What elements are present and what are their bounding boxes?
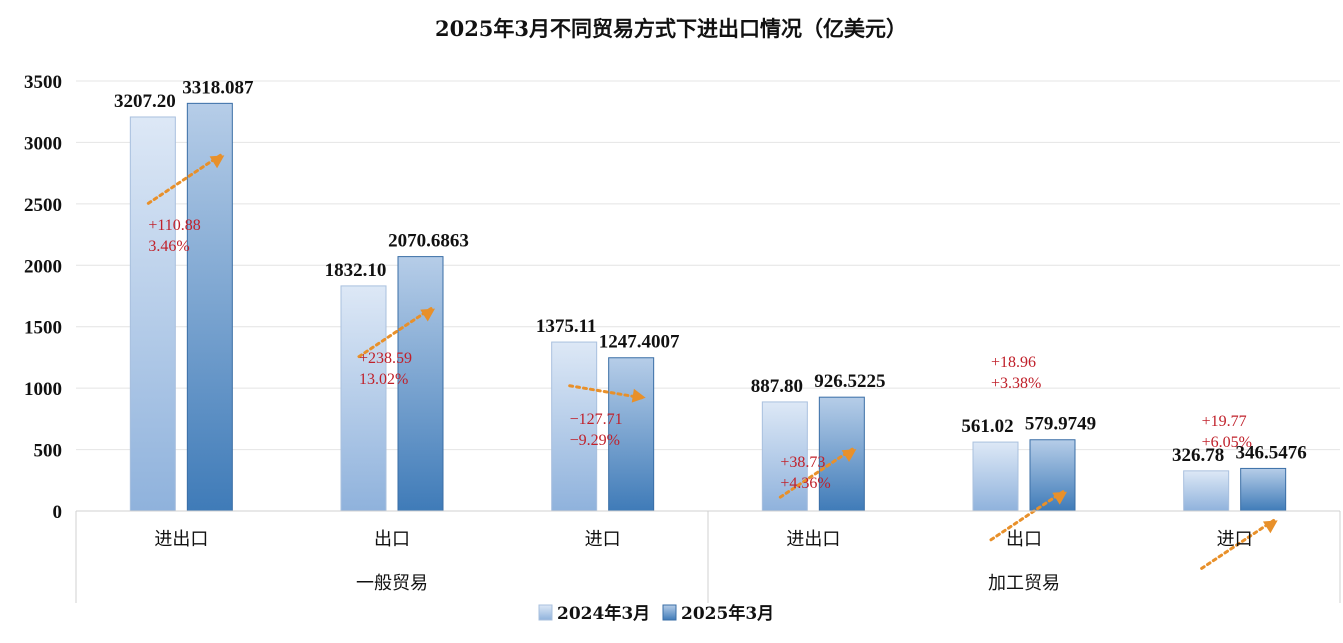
data-label-2025: 579.9749 (1025, 414, 1096, 435)
bar-2025 (608, 357, 655, 512)
change-percent: +6.05% (1202, 434, 1252, 451)
grid (76, 80, 1340, 451)
trend-arrow-line (357, 307, 433, 359)
data-label-2025: 2070.6863 (388, 231, 469, 252)
x-tick-label: 出口 (1006, 529, 1042, 550)
data-label-2025: 346.5476 (1236, 442, 1307, 463)
change-percent: 13.02% (359, 371, 408, 388)
bar-2025 (186, 102, 233, 512)
x-tick-label: 出口 (374, 529, 410, 550)
trend-arrow-head (1262, 520, 1278, 534)
bars (129, 102, 1287, 512)
change-value: +18.96 (991, 354, 1036, 371)
trend-arrow-line (989, 490, 1065, 542)
y-tick-label: 1000 (24, 379, 62, 400)
trend-arrow-line (778, 447, 854, 499)
bar-2025 (1240, 467, 1287, 512)
data-label-2024: 887.80 (751, 376, 803, 397)
trend-arrow-line (146, 153, 222, 205)
bar-2024 (972, 441, 1019, 512)
data-label-2024: 1375.11 (536, 316, 597, 337)
trend-arrow-head (631, 388, 646, 403)
bar-2025 (818, 396, 865, 512)
change-value: −127.71 (570, 411, 623, 428)
legend-swatch-2024 (538, 604, 553, 621)
trend-arrows (146, 153, 1278, 570)
data-label-2024: 561.02 (961, 416, 1013, 437)
legend-swatch-2025 (662, 604, 677, 621)
bar-2024 (551, 341, 598, 512)
y-tick-label: 2500 (24, 195, 62, 216)
y-tick-label: 1500 (24, 318, 62, 339)
change-value: +38.73 (780, 454, 825, 471)
y-axis: 0 500 1000 1500 2000 2500 3000 3500 (24, 72, 62, 523)
change-percent: +3.38% (991, 375, 1041, 392)
y-tick-label: 500 (34, 441, 63, 462)
change-value: +238.59 (359, 350, 412, 367)
change-percent: +4.36% (780, 475, 830, 492)
bar-2024 (129, 116, 176, 512)
chart-title: 2025年3月不同贸易方式下进出口情况（亿美元） (435, 16, 907, 41)
trend-arrow-head (420, 308, 435, 322)
trend-arrow-head (1052, 491, 1067, 505)
legend: 2024年3月 2025年3月 (538, 603, 774, 624)
y-tick-label: 3500 (24, 72, 62, 93)
y-tick-label: 2000 (24, 256, 62, 277)
data-label-2024: 3207.20 (114, 91, 176, 112)
trend-arrow-line (568, 384, 644, 400)
bar-2024 (1183, 470, 1230, 512)
change-value: +19.77 (1202, 413, 1247, 430)
change-percent: 3.46% (148, 238, 189, 255)
y-tick-label: 0 (53, 502, 63, 523)
data-label-2024: 326.78 (1172, 445, 1224, 466)
data-label-2025: 926.5225 (814, 371, 885, 392)
bar-2024 (340, 285, 387, 512)
group-label: 一般贸易 (356, 573, 428, 594)
data-label-2024: 1832.10 (325, 260, 387, 281)
group-label: 加工贸易 (988, 573, 1060, 594)
trend-arrow-head (841, 449, 857, 463)
x-tick-label: 进出口 (786, 529, 840, 550)
data-label-2025: 1247.4007 (599, 332, 680, 353)
trend-arrow-head (209, 155, 225, 169)
bar-2025 (397, 256, 444, 512)
x-tick-label: 进口 (1217, 529, 1253, 550)
legend-label-2025: 2025年3月 (681, 603, 774, 624)
trend-arrow-line (1200, 518, 1276, 570)
data-label-2025: 3318.087 (182, 77, 254, 98)
change-annotations: +110.88 3.46% +238.59 13.02% −127.71 −9.29% +3… (148, 217, 1252, 492)
y-tick-label: 3000 (24, 133, 62, 154)
legend-label-2024: 2024年3月 (557, 603, 650, 624)
x-tick-label: 进出口 (154, 529, 208, 550)
x-tick-label: 进口 (585, 529, 621, 550)
change-percent: −9.29% (570, 432, 620, 449)
change-value: +110.88 (148, 217, 200, 234)
